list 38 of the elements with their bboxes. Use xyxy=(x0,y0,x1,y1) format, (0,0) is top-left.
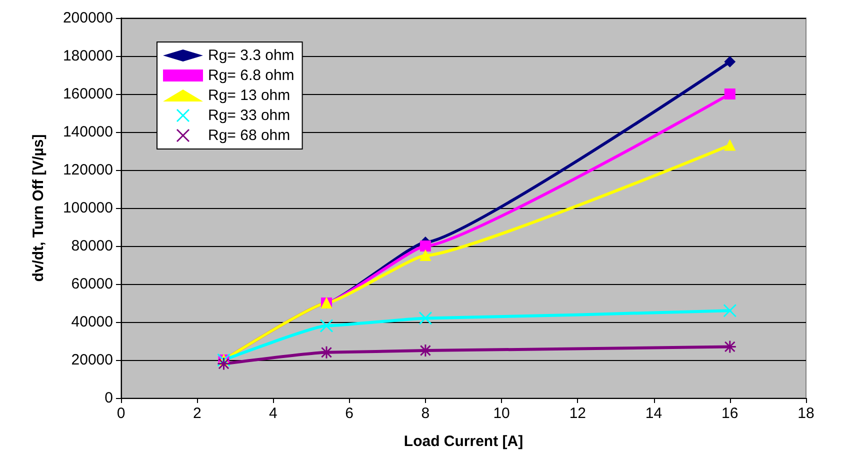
point xyxy=(724,88,736,100)
y-tick-label: 0 xyxy=(104,390,113,406)
point xyxy=(723,340,737,354)
point xyxy=(217,357,230,371)
x-tick-label: 12 xyxy=(569,405,586,422)
x-tick-label: 0 xyxy=(116,405,126,422)
x-tick-label: 18 xyxy=(798,405,814,422)
y-tick-label: 160000 xyxy=(62,86,113,102)
x-axis-title: Load Current [A] xyxy=(404,433,524,450)
y-tick-label: 180000 xyxy=(62,48,113,64)
point xyxy=(320,346,334,360)
x-tick-label: 16 xyxy=(722,405,738,422)
x-tick-label: 10 xyxy=(493,405,510,422)
y-tick-label: 20000 xyxy=(71,352,113,368)
y-axis-title: dv/dt, Turn Off [V/µs] xyxy=(30,134,47,282)
legend-label: Rg= 3.3 ohm xyxy=(208,47,294,64)
y-tick-label: 120000 xyxy=(62,162,113,178)
point xyxy=(418,344,432,358)
y-tick-label: 40000 xyxy=(71,314,113,330)
x-tick-label: 14 xyxy=(645,405,662,422)
point xyxy=(320,319,334,333)
x-tick-label: 4 xyxy=(269,405,278,422)
x-tick-label: 6 xyxy=(345,405,354,422)
x-tick-label: 2 xyxy=(192,405,202,422)
point xyxy=(420,240,431,252)
y-tick-label: 140000 xyxy=(62,124,113,140)
y-tick-label: 60000 xyxy=(71,276,113,292)
legend-label: Rg= 6.8 ohm xyxy=(208,67,294,84)
point xyxy=(418,311,432,325)
legend-label: Rg= 68 ohm xyxy=(208,127,290,144)
point xyxy=(724,56,736,68)
legend-label: Rg= 13 ohm xyxy=(208,87,290,104)
legend-label: Rg= 33 ohm xyxy=(208,107,290,124)
point xyxy=(723,304,737,318)
y-tick-label: 200000 xyxy=(62,10,113,26)
y-tick-label: 100000 xyxy=(62,200,113,216)
y-tick-label: 80000 xyxy=(71,238,113,254)
x-tick-label: 8 xyxy=(421,405,430,422)
